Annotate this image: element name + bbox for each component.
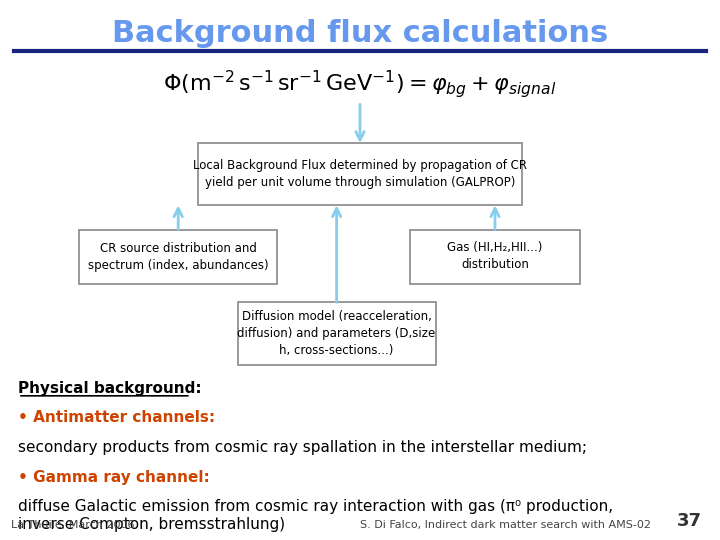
- Text: S. Di Falco, Indirect dark matter search with AMS-02: S. Di Falco, Indirect dark matter search…: [360, 520, 651, 530]
- Text: CR source distribution and
spectrum (index, abundances): CR source distribution and spectrum (ind…: [88, 241, 269, 272]
- FancyBboxPatch shape: [238, 302, 436, 364]
- Text: 37: 37: [677, 512, 702, 530]
- FancyBboxPatch shape: [410, 230, 580, 284]
- Text: Physical background:: Physical background:: [18, 381, 202, 396]
- Text: Local Background Flux determined by propagation of CR
yield per unit volume thro: Local Background Flux determined by prop…: [193, 159, 527, 189]
- Text: secondary products from cosmic ray spallation in the interstellar medium;: secondary products from cosmic ray spall…: [18, 440, 587, 455]
- Text: La Thuile, March 2006: La Thuile, March 2006: [11, 520, 135, 530]
- Text: Diffusion model (reacceleration,
diffusion) and parameters (D,size
h, cross-sect: Diffusion model (reacceleration, diffusi…: [238, 310, 436, 357]
- Text: • Antimatter channels:: • Antimatter channels:: [18, 410, 215, 426]
- Text: • Gamma ray channel:: • Gamma ray channel:: [18, 470, 210, 485]
- Text: $\Phi(\mathrm{m}^{-2}\,\mathrm{s}^{-1}\,\mathrm{sr}^{-1}\,\mathrm{GeV}^{-1}) = \: $\Phi(\mathrm{m}^{-2}\,\mathrm{s}^{-1}\,…: [163, 68, 557, 99]
- Text: diffuse Galactic emission from cosmic ray interaction with gas (π⁰ production,
i: diffuse Galactic emission from cosmic ra…: [18, 500, 613, 532]
- Text: Gas (HI,H₂,HII...)
distribution: Gas (HI,H₂,HII...) distribution: [447, 241, 543, 272]
- FancyBboxPatch shape: [79, 230, 277, 284]
- Text: Background flux calculations: Background flux calculations: [112, 19, 608, 48]
- FancyBboxPatch shape: [198, 143, 522, 205]
